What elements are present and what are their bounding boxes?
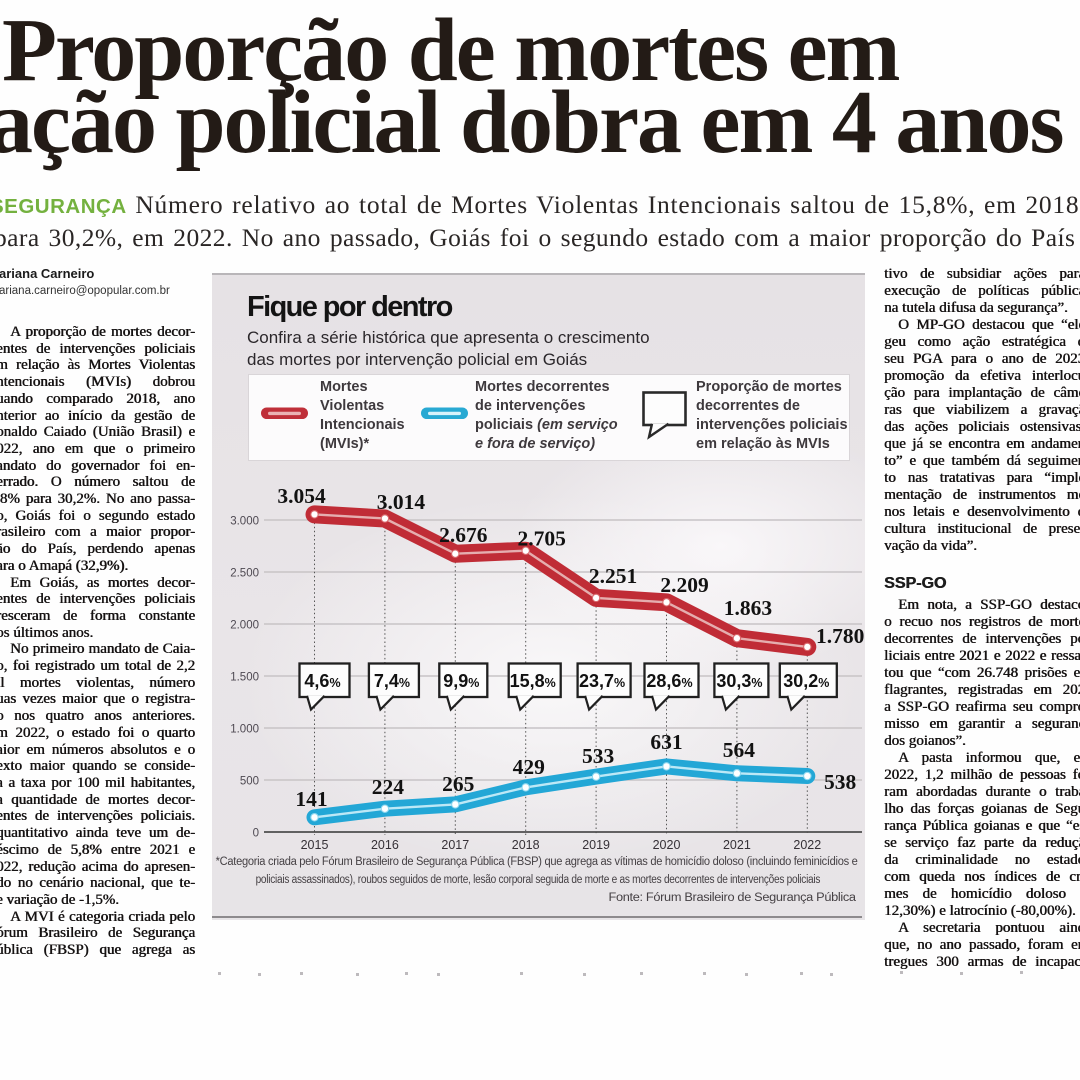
- svg-text:631: 631: [650, 730, 682, 754]
- svg-text:2017: 2017: [441, 838, 469, 852]
- svg-text:2020: 2020: [653, 838, 681, 852]
- svg-text:9,9%: 9,9%: [443, 671, 479, 691]
- svg-text:1.863: 1.863: [724, 596, 773, 620]
- svg-text:1.780: 1.780: [816, 624, 864, 648]
- svg-text:30,2%: 30,2%: [783, 671, 829, 691]
- svg-text:2.209: 2.209: [660, 573, 708, 597]
- svg-text:265: 265: [442, 772, 474, 796]
- svg-text:2015: 2015: [301, 838, 329, 852]
- svg-text:2018: 2018: [512, 838, 540, 852]
- svg-text:2.000: 2.000: [230, 620, 259, 632]
- svg-text:3.054: 3.054: [277, 484, 326, 508]
- svg-text:4,6%: 4,6%: [304, 671, 340, 691]
- svg-text:2016: 2016: [371, 838, 399, 852]
- svg-text:3.014: 3.014: [377, 490, 426, 514]
- svg-text:533: 533: [582, 744, 615, 768]
- svg-text:538: 538: [824, 770, 857, 794]
- svg-text:2019: 2019: [582, 838, 610, 852]
- svg-text:2.676: 2.676: [439, 523, 488, 547]
- svg-text:2022: 2022: [793, 838, 821, 852]
- svg-text:15,8%: 15,8%: [510, 671, 556, 691]
- svg-text:564: 564: [723, 738, 756, 762]
- svg-text:2.251: 2.251: [589, 564, 637, 588]
- svg-text:23,7%: 23,7%: [579, 671, 625, 691]
- svg-text:2.500: 2.500: [230, 568, 259, 580]
- svg-text:2.705: 2.705: [518, 527, 566, 551]
- svg-text:7,4%: 7,4%: [374, 671, 410, 691]
- svg-text:30,3%: 30,3%: [716, 671, 762, 691]
- svg-text:224: 224: [372, 775, 405, 799]
- svg-text:2021: 2021: [723, 838, 751, 852]
- svg-text:28,6%: 28,6%: [646, 671, 692, 691]
- svg-text:500: 500: [240, 776, 259, 788]
- svg-text:429: 429: [513, 755, 545, 779]
- svg-text:0: 0: [253, 828, 259, 840]
- svg-text:3.000: 3.000: [230, 516, 259, 528]
- svg-text:1.000: 1.000: [230, 724, 259, 736]
- svg-text:141: 141: [295, 787, 327, 811]
- svg-text:1.500: 1.500: [230, 672, 259, 684]
